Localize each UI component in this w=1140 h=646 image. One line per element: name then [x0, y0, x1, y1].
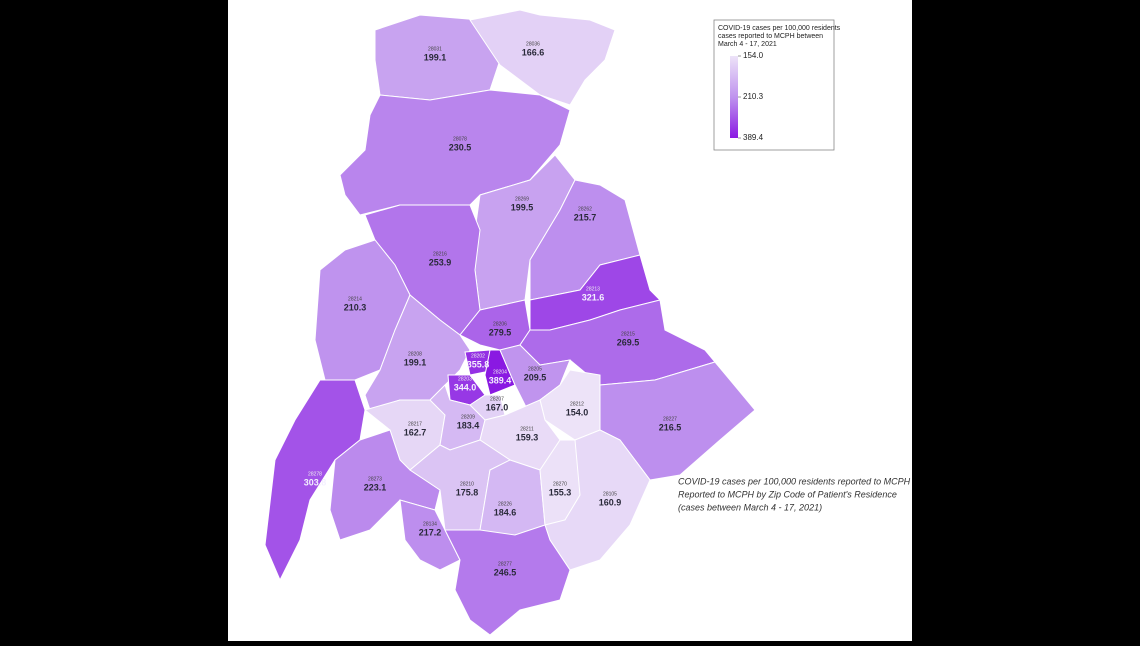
case-rate: 162.7 [404, 427, 427, 437]
zip-region [264, 379, 366, 582]
case-rate: 167.0 [486, 402, 509, 412]
zip-region [399, 499, 461, 571]
case-rate: 209.5 [524, 372, 547, 382]
case-rate: 199.5 [511, 202, 534, 212]
zip-code: 28215 [621, 331, 635, 337]
zip-code: 28212 [570, 401, 584, 407]
case-rate: 246.5 [494, 567, 517, 577]
case-rate: 303.8 [304, 477, 327, 487]
case-rate: 269.5 [617, 337, 640, 347]
zip-code: 28277 [498, 561, 512, 567]
zip-code: 28204 [493, 369, 507, 375]
case-rate: 210.3 [344, 302, 367, 312]
zip-code: 28206 [493, 321, 507, 327]
legend-tick-label: 154.0 [743, 51, 764, 60]
zip-code: 28216 [433, 251, 447, 257]
case-rate: 155.3 [549, 487, 572, 497]
case-rate: 253.9 [429, 257, 452, 267]
zip-code: 28036 [526, 41, 540, 47]
zip-code: 28209 [461, 414, 475, 420]
zip-region [444, 524, 571, 636]
case-rate: 217.2 [419, 527, 442, 537]
zip-region [469, 9, 616, 106]
case-rate: 160.9 [599, 497, 622, 507]
case-rate: 215.7 [574, 212, 597, 222]
case-rate: 230.5 [449, 142, 472, 152]
zip-code: 28205 [528, 366, 542, 372]
case-rate: 344.0 [454, 382, 477, 392]
case-rate: 355.8 [467, 359, 490, 369]
legend-title: cases reported to MCPH between [718, 33, 823, 40]
legend-title: March 4 - 17, 2021 [718, 41, 777, 48]
zip-region [339, 89, 571, 216]
zip-code: 28203 [458, 376, 472, 382]
labels: 28031199.128036166.628078230.528269199.5… [304, 41, 682, 577]
zip-code: 28269 [515, 196, 529, 202]
zip-code: 28211 [520, 426, 534, 432]
case-rate: 159.3 [516, 432, 539, 442]
zip-code: 28210 [460, 481, 474, 487]
zip-region [484, 349, 516, 396]
case-rate: 223.1 [364, 482, 387, 492]
zip-code: 28227 [663, 416, 677, 422]
note-line: (cases between March 4 - 17, 2021) [678, 502, 822, 512]
legend-scale [730, 56, 738, 138]
zip-code: 28202 [471, 353, 485, 359]
case-rate: 184.6 [494, 507, 517, 517]
zip-code: 28078 [453, 136, 467, 142]
zip-code: 28134 [423, 521, 437, 527]
zip-code: 28105 [603, 491, 617, 497]
zip-region [544, 429, 651, 571]
regions [264, 9, 756, 636]
case-rate: 321.6 [582, 292, 605, 302]
case-rate: 216.5 [659, 422, 682, 432]
note: COVID-19 cases per 100,000 residents rep… [678, 476, 911, 512]
case-rate: 166.6 [522, 47, 545, 57]
zip-code: 28214 [348, 296, 362, 302]
case-rate: 199.1 [404, 357, 427, 367]
zip-code: 28278 [308, 471, 322, 477]
zip-code: 28273 [368, 476, 382, 482]
zip-code: 28270 [553, 481, 567, 487]
zip-code: 28031 [428, 46, 442, 52]
legend: COVID-19 cases per 100,000 residentscase… [718, 25, 841, 142]
case-rate: 175.8 [456, 487, 479, 497]
note-line: Reported to MCPH by Zip Code of Patient'… [678, 489, 897, 499]
note-line: COVID-19 cases per 100,000 residents rep… [678, 476, 911, 486]
case-rate: 389.4 [489, 375, 512, 385]
zip-code: 28208 [408, 351, 422, 357]
case-rate: 154.0 [566, 407, 589, 417]
legend-tick-label: 389.4 [743, 133, 764, 142]
zip-code: 28213 [586, 286, 600, 292]
legend-title: COVID-19 cases per 100,000 residents [718, 25, 841, 32]
case-rate: 279.5 [489, 327, 512, 337]
case-rate: 199.1 [424, 52, 447, 62]
legend-tick-label: 210.3 [743, 92, 764, 101]
zip-code: 28262 [578, 206, 592, 212]
zip-code: 28207 [490, 396, 504, 402]
zip-code: 28217 [408, 421, 422, 427]
case-rate: 183.4 [457, 420, 480, 430]
zip-code: 28226 [498, 501, 512, 507]
